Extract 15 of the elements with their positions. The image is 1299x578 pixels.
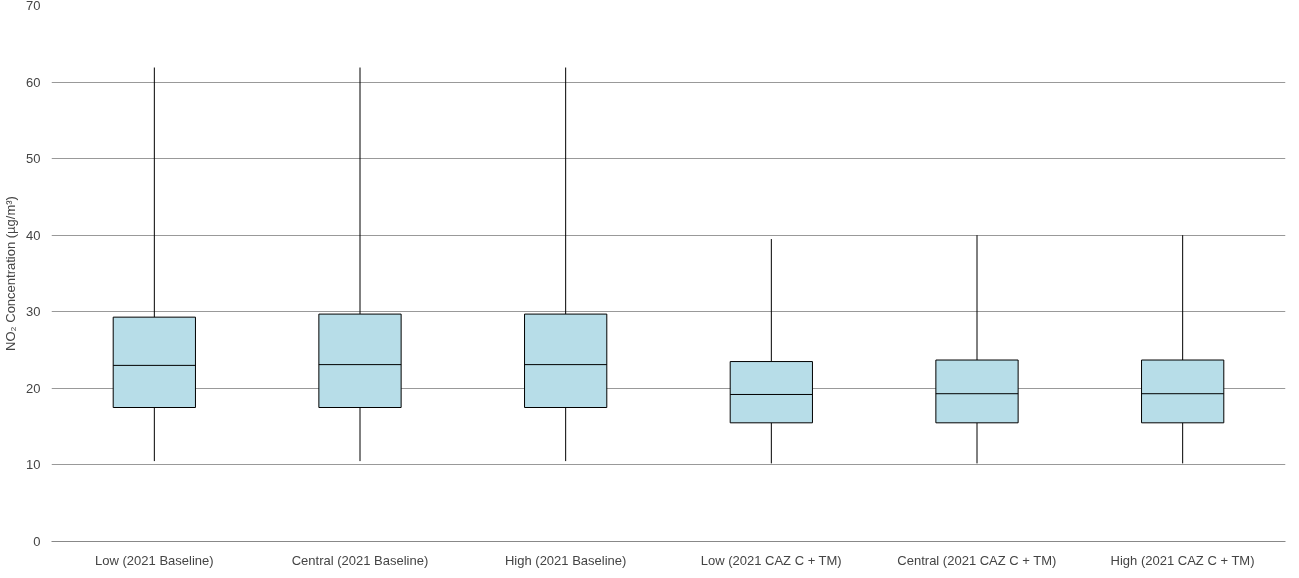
y-axis-title: NO₂ Concentration (µg/m³) bbox=[3, 196, 19, 351]
x-tick-label: Low (2021 CAZ C + TM) bbox=[700, 552, 842, 568]
x-tick-label: Low (2021 Baseline) bbox=[95, 552, 214, 568]
y-tick-label: 70 bbox=[26, 0, 41, 13]
y-tick-label: 0 bbox=[33, 534, 41, 549]
y-tick-label: 60 bbox=[26, 74, 41, 90]
y-tick-label: 10 bbox=[26, 457, 41, 473]
x-tick-label: High (2021 Baseline) bbox=[504, 552, 627, 568]
x-tick-label: Central (2021 CAZ C + TM) bbox=[897, 552, 1057, 568]
y-tick-label: 50 bbox=[26, 151, 41, 167]
x-tick-label: High (2021 CAZ C + TM) bbox=[1110, 552, 1255, 568]
y-tick-label: 40 bbox=[26, 227, 41, 243]
y-tick-label: 20 bbox=[26, 380, 41, 396]
x-tick-label: Central (2021 Baseline) bbox=[291, 552, 429, 568]
y-tick-label: 30 bbox=[26, 304, 41, 320]
